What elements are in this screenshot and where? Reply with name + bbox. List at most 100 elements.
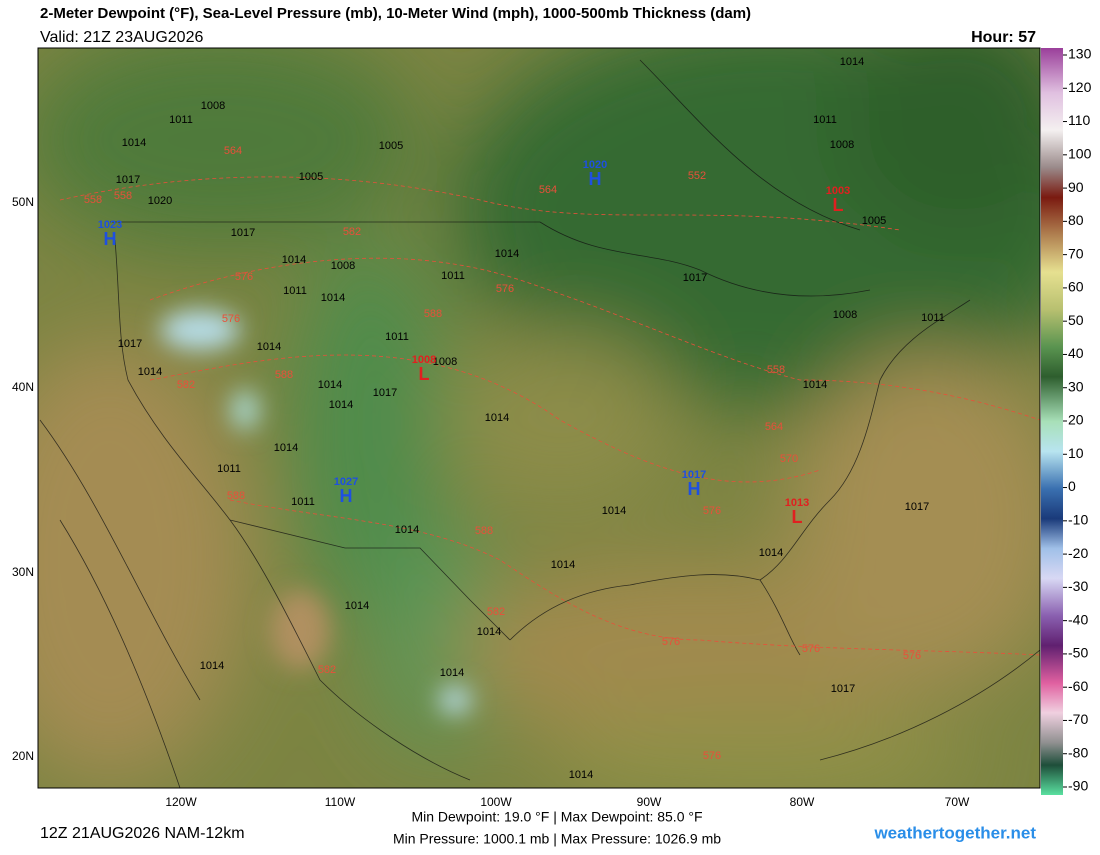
thickness-label: 576 — [703, 750, 721, 762]
isobar-label: 1011 — [217, 463, 241, 475]
colorbar-tick-label: -30 — [1068, 578, 1088, 594]
colorbar-tick-label: 110 — [1068, 112, 1091, 128]
low-pressure-symbol: L — [833, 195, 844, 215]
isobar-label: 1014 — [345, 600, 369, 612]
colorbar-tick-label: 40 — [1068, 345, 1084, 361]
map-field — [38, 48, 1040, 788]
thickness-label: 552 — [688, 170, 706, 182]
isobar-label: 1014 — [840, 56, 864, 68]
low-pressure-value: 1008 — [412, 354, 436, 366]
isobar-label: 1005 — [862, 215, 886, 227]
thickness-label: 582 — [487, 606, 505, 618]
forecast-hour: Hour: 57 — [971, 29, 1036, 46]
isobar-label: 1017 — [905, 501, 929, 513]
colorbar-tick-label: 0 — [1068, 478, 1076, 494]
thickness-label: 588 — [275, 369, 293, 381]
isobar-label: 1011 — [283, 285, 307, 297]
isobar-label: 1014 — [321, 292, 345, 304]
colorbar-tick-label: 90 — [1068, 179, 1084, 195]
isobar-label: 1017 — [683, 272, 707, 284]
isobar-label: 1014 — [257, 341, 281, 353]
thickness-label: 576 — [496, 283, 514, 295]
longitude-label: 100W — [480, 795, 512, 809]
isobar-label: 1011 — [169, 114, 193, 126]
thickness-label: 570 — [780, 453, 798, 465]
latitude-label: 30N — [12, 565, 34, 579]
isobar-label: 1014 — [495, 248, 519, 260]
high-pressure-value: 1017 — [682, 469, 706, 481]
longitude-label: 90W — [637, 795, 662, 809]
isobar-label: 1014 — [274, 442, 298, 454]
isobar-label: 1005 — [299, 171, 323, 183]
isobar-label: 1014 — [440, 667, 464, 679]
isobar-label: 1005 — [379, 140, 403, 152]
longitude-label: 80W — [790, 795, 815, 809]
high-pressure-symbol: H — [688, 479, 701, 499]
isobar-label: 1014 — [477, 626, 501, 638]
colorbar-tick-label: 60 — [1068, 279, 1084, 295]
colorbar-tick-label: 30 — [1068, 378, 1084, 394]
map-title: 2-Meter Dewpoint (°F), Sea-Level Pressur… — [40, 5, 751, 22]
isobar-label: 1014 — [569, 769, 593, 781]
isobar-label: 1014 — [200, 660, 224, 672]
colorbar-tick-label: 80 — [1068, 212, 1084, 228]
low-pressure-symbol: L — [792, 507, 803, 527]
colorbar-tick-label: 70 — [1068, 245, 1084, 261]
isobar-label: 1011 — [921, 312, 945, 324]
isobar-label: 1014 — [602, 505, 626, 517]
high-pressure-symbol: H — [104, 229, 117, 249]
colorbar-tick-label: -70 — [1068, 711, 1088, 727]
thickness-label: 576 — [235, 271, 253, 283]
low-pressure-symbol: L — [419, 364, 430, 384]
colorbar-tick-label: -90 — [1068, 778, 1088, 794]
latitude-label: 20N — [12, 749, 34, 763]
colorbar-tick-label: -10 — [1068, 512, 1088, 528]
map-frame — [37, 47, 1041, 789]
isobar-label: 1011 — [385, 331, 409, 343]
model-run: 12Z 21AUG2026 NAM-12km — [40, 825, 245, 842]
colorbar — [1041, 48, 1063, 795]
isobar-label: 1014 — [122, 137, 146, 149]
colorbar-tick-label: -80 — [1068, 744, 1088, 760]
high-pressure-value: 1023 — [98, 219, 122, 231]
colorbar-tick-label: -50 — [1068, 645, 1088, 661]
dewpoint-range: Min Dewpoint: 19.0 °F | Max Dewpoint: 85… — [411, 809, 702, 825]
thickness-label: 576 — [802, 643, 820, 655]
high-pressure-symbol: H — [340, 486, 353, 506]
isobar-label: 1020 — [148, 195, 172, 207]
isobar-label: 1014 — [395, 524, 419, 536]
site-name: weathertogether.net — [873, 823, 1036, 842]
thickness-label: 564 — [765, 421, 783, 433]
isobar-label: 1017 — [231, 227, 255, 239]
thickness-label: 588 — [424, 308, 442, 320]
isobar-label: 1011 — [441, 270, 465, 282]
thickness-label: 558 — [767, 364, 785, 376]
isobar-label: 1014 — [485, 412, 509, 424]
thickness-label: 576 — [903, 650, 921, 662]
thickness-label: 576 — [222, 313, 240, 325]
isobar-label: 1014 — [803, 379, 827, 391]
colorbar-tick-label: 130 — [1068, 46, 1092, 62]
thickness-label: 582 — [177, 379, 195, 391]
colorbar-tick-label: 50 — [1068, 312, 1084, 328]
low-pressure-value: 1013 — [785, 497, 809, 509]
colorbar-tick-label: -20 — [1068, 545, 1088, 561]
colorbar-tick-label: -40 — [1068, 611, 1088, 627]
isobar-label: 1017 — [373, 387, 397, 399]
isobar-label: 1017 — [118, 338, 142, 350]
isobar-label: 1008 — [331, 260, 355, 272]
thickness-label: 558 — [84, 194, 102, 206]
high-pressure-symbol: H — [589, 169, 602, 189]
isobar-label: 1008 — [433, 356, 457, 368]
thickness-label: 576 — [662, 636, 680, 648]
pressure-range: Min Pressure: 1000.1 mb | Max Pressure: … — [393, 831, 721, 847]
isobar-label: 1014 — [329, 399, 353, 411]
high-pressure-value: 1020 — [583, 159, 607, 171]
thickness-label: 582 — [343, 226, 361, 238]
isobar-label: 1014 — [759, 547, 783, 559]
isobar-label: 1017 — [116, 174, 140, 186]
isobar-label: 1008 — [201, 100, 225, 112]
longitude-label: 110W — [325, 795, 356, 809]
isobar-label: 1014 — [551, 559, 575, 571]
latitude-label: 50N — [12, 195, 34, 209]
